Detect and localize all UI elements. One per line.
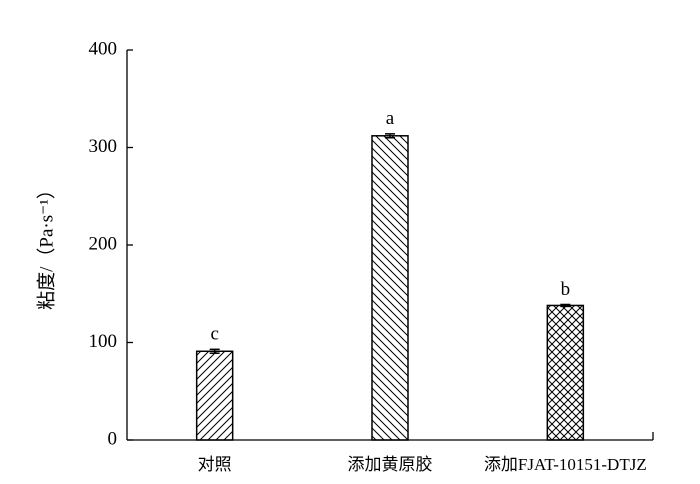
bar (195, 350, 234, 441)
error-bar (385, 133, 395, 139)
x-tick-label: 添加黄原胶 (348, 455, 433, 474)
error-bar (560, 303, 571, 308)
y-tick-label: 300 (89, 136, 118, 157)
y-tick-label: 200 (89, 233, 118, 254)
bar (371, 135, 409, 441)
x-tick-label: 对照 (198, 455, 232, 474)
significance-label: a (386, 108, 395, 129)
y-tick-label: 100 (89, 331, 118, 352)
y-tick-label: 400 (89, 38, 118, 59)
y-axis-label: 粘度/（Pa·s⁻¹） (35, 180, 57, 310)
significance-label: c (210, 324, 218, 345)
bar (546, 304, 585, 441)
significance-label: b (561, 279, 571, 300)
y-tick-label: 0 (108, 428, 118, 449)
x-tick-label: 添加FJAT-10151-DTJZ (484, 455, 647, 474)
error-bar (209, 348, 220, 354)
